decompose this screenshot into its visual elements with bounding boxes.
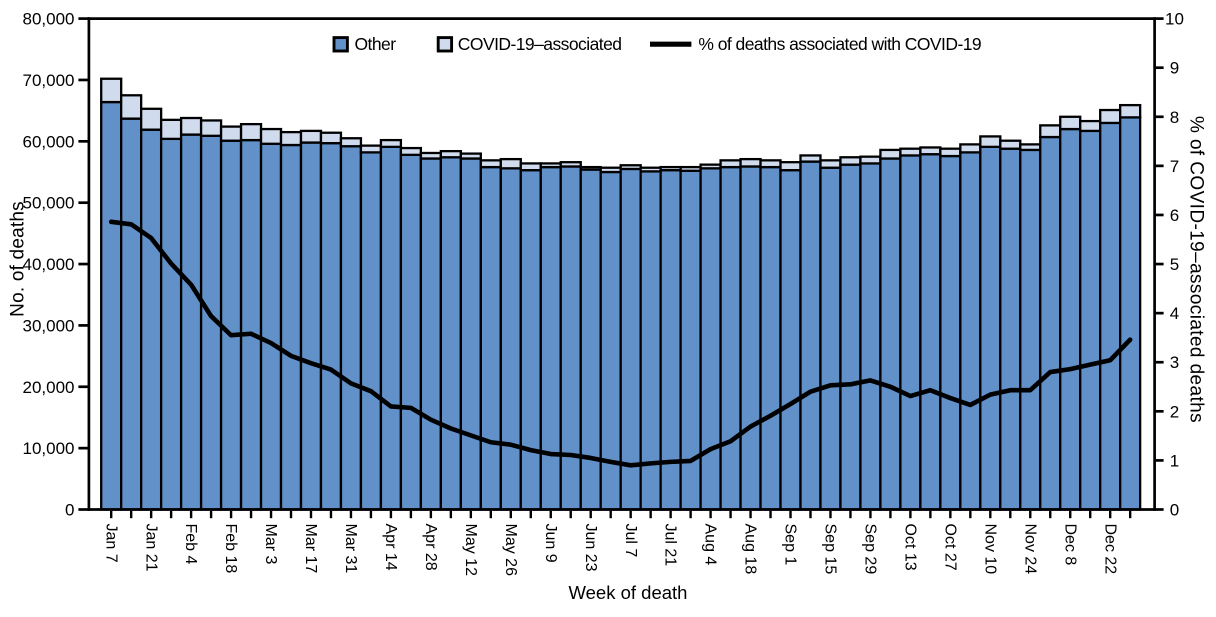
svg-text:Oct 13: Oct 13	[901, 524, 918, 571]
svg-text:Nov 24: Nov 24	[1021, 524, 1038, 575]
svg-text:Oct 27: Oct 27	[941, 524, 958, 571]
svg-text:Feb 4: Feb 4	[182, 524, 199, 565]
svg-text:40,000: 40,000	[23, 255, 75, 274]
svg-text:Feb 18: Feb 18	[222, 524, 239, 574]
svg-text:8: 8	[1170, 108, 1179, 127]
svg-text:Dec 8: Dec 8	[1061, 524, 1078, 566]
svg-text:70,000: 70,000	[23, 71, 75, 90]
svg-text:COVID-19–associated: COVID-19–associated	[458, 34, 622, 54]
svg-text:0: 0	[65, 501, 74, 520]
svg-text:Other: Other	[355, 34, 397, 54]
svg-text:May 12: May 12	[462, 524, 479, 577]
svg-text:6: 6	[1170, 206, 1179, 225]
svg-text:Dec 22: Dec 22	[1101, 524, 1118, 575]
svg-text:Jan 7: Jan 7	[102, 524, 119, 563]
svg-text:5: 5	[1170, 255, 1179, 274]
svg-text:30,000: 30,000	[23, 316, 75, 335]
svg-text:Aug 4: Aug 4	[702, 524, 719, 566]
svg-text:May 26: May 26	[502, 524, 519, 577]
svg-text:Aug 18: Aug 18	[742, 524, 759, 575]
svg-text:1: 1	[1170, 451, 1179, 470]
svg-text:10,000: 10,000	[23, 439, 75, 458]
svg-text:Jul 7: Jul 7	[622, 524, 639, 558]
svg-text:50,000: 50,000	[23, 194, 75, 213]
svg-text:Sep 15: Sep 15	[822, 524, 839, 575]
svg-text:7: 7	[1170, 157, 1179, 176]
svg-text:Apr 14: Apr 14	[382, 524, 399, 571]
svg-text:Sep 1: Sep 1	[782, 524, 799, 566]
svg-text:20,000: 20,000	[23, 378, 75, 397]
svg-text:Mar 3: Mar 3	[262, 524, 279, 565]
svg-text:% of deaths associated with CO: % of deaths associated with COVID-19	[698, 34, 981, 54]
svg-text:Jul 21: Jul 21	[662, 524, 679, 567]
svg-text:10: 10	[1165, 10, 1184, 29]
svg-text:Jan 21: Jan 21	[142, 524, 159, 572]
svg-text:60,000: 60,000	[23, 132, 75, 151]
svg-text:Nov 10: Nov 10	[981, 524, 998, 575]
svg-text:9: 9	[1170, 59, 1179, 78]
svg-text:No. of deaths: No. of deaths	[8, 201, 29, 317]
svg-text:% of COVID-19–associated death: % of COVID-19–associated deaths	[1186, 116, 1207, 423]
svg-text:Sep 29: Sep 29	[862, 524, 879, 575]
svg-text:0: 0	[1170, 501, 1179, 520]
svg-text:Mar 17: Mar 17	[302, 524, 319, 574]
svg-text:Apr 28: Apr 28	[422, 524, 439, 571]
svg-text:Jun 9: Jun 9	[542, 524, 559, 563]
svg-text:Week of death: Week of death	[569, 582, 688, 603]
svg-text:Jun 23: Jun 23	[582, 524, 599, 572]
svg-text:80,000: 80,000	[23, 10, 75, 29]
svg-text:Mar 31: Mar 31	[342, 524, 359, 574]
svg-text:3: 3	[1170, 353, 1179, 372]
svg-text:2: 2	[1170, 402, 1179, 421]
svg-text:4: 4	[1170, 304, 1179, 323]
